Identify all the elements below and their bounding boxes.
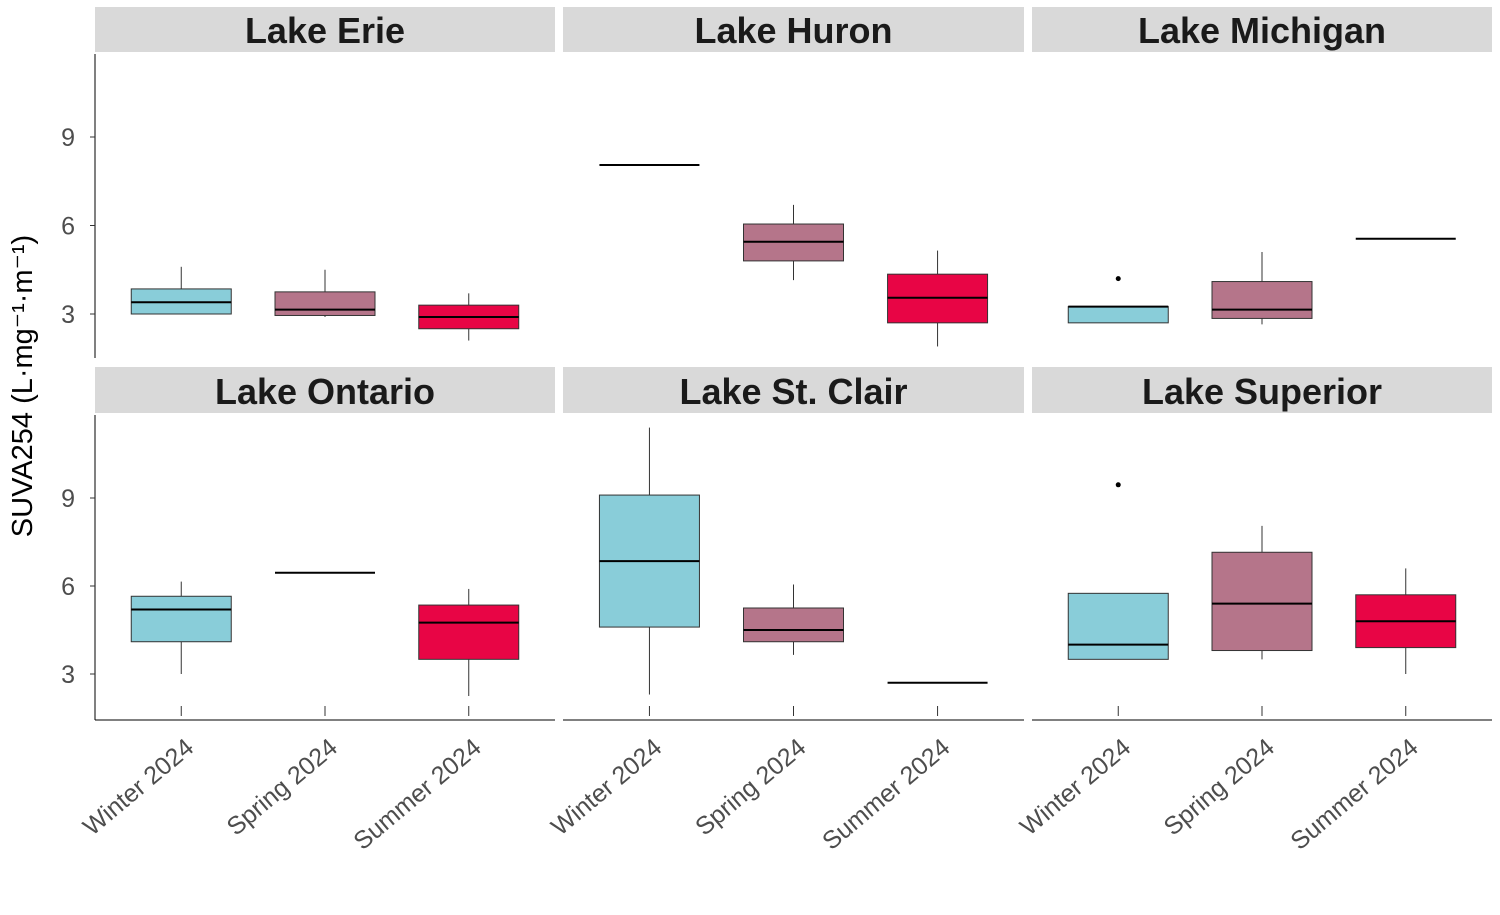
box-lake-ontario-winter-2024 bbox=[130, 595, 232, 643]
x-tick-label-lake-st-clair-winter-2024: Winter 2024 bbox=[546, 733, 667, 841]
y-tick-label-3: 3 bbox=[61, 301, 75, 329]
box-lake-michigan-spring-2024 bbox=[1211, 281, 1313, 319]
x-tick-label-lake-superior-summer-2024: Summer 2024 bbox=[1285, 733, 1423, 855]
y-axis-label: SUVA254 (L·mg⁻¹·m⁻¹) bbox=[7, 235, 39, 537]
box-lake-superior-winter-2024 bbox=[1067, 592, 1169, 660]
outlier-lake-superior-winter-2024-0 bbox=[1115, 482, 1121, 488]
facet-title-lake-huron: Lake Huron bbox=[694, 10, 892, 51]
facet-title-lake-ontario: Lake Ontario bbox=[215, 371, 435, 412]
facet-strip-lake-erie bbox=[95, 7, 555, 52]
x-tick-label-lake-ontario-summer-2024: Summer 2024 bbox=[348, 733, 486, 855]
outlier-lake-michigan-winter-2024-0 bbox=[1115, 276, 1121, 282]
y-tick-label-9: 9 bbox=[61, 485, 75, 513]
x-tick-label-lake-superior-spring-2024: Spring 2024 bbox=[1159, 733, 1280, 841]
y-tick-label-6: 6 bbox=[61, 573, 75, 601]
facet-title-lake-superior: Lake Superior bbox=[1142, 371, 1382, 412]
facet-strip-lake-michigan bbox=[1032, 7, 1492, 52]
x-tick-label-lake-st-clair-summer-2024: Summer 2024 bbox=[817, 733, 955, 855]
facet-strip-lake-superior bbox=[1032, 367, 1492, 413]
x-tick-label-lake-ontario-winter-2024: Winter 2024 bbox=[78, 733, 199, 841]
box-lake-ontario-summer-2024 bbox=[418, 604, 520, 660]
facet-strip-lake-st-clair bbox=[563, 367, 1024, 413]
x-tick-label-lake-ontario-spring-2024: Spring 2024 bbox=[222, 733, 343, 841]
facet-title-lake-st-clair: Lake St. Clair bbox=[679, 371, 907, 412]
y-tick-label-6: 6 bbox=[61, 213, 75, 241]
y-tick-label-9: 9 bbox=[61, 124, 75, 152]
box-lake-erie-spring-2024 bbox=[274, 291, 376, 316]
facet-strip-lake-huron bbox=[563, 7, 1024, 52]
facet-strip-lake-ontario bbox=[95, 367, 555, 413]
box-lake-michigan-winter-2024 bbox=[1067, 306, 1169, 324]
box-lake-superior-spring-2024 bbox=[1211, 551, 1313, 652]
x-tick-label-lake-superior-winter-2024: Winter 2024 bbox=[1015, 733, 1136, 841]
x-tick-label-lake-st-clair-spring-2024: Spring 2024 bbox=[690, 733, 811, 841]
box-lake-st-clair-spring-2024 bbox=[743, 607, 844, 643]
facet-title-lake-michigan: Lake Michigan bbox=[1138, 10, 1386, 51]
facet-title-lake-erie: Lake Erie bbox=[245, 10, 405, 51]
y-tick-label-3: 3 bbox=[61, 661, 75, 689]
